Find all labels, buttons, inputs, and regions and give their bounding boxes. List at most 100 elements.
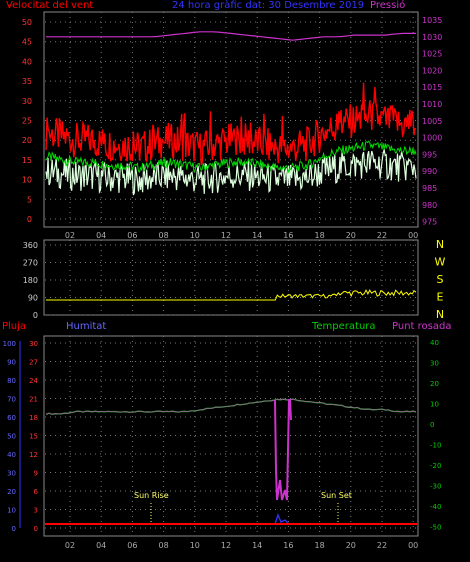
rain-tick-label: 24	[29, 377, 38, 385]
humidity-tick-label: 40	[7, 451, 16, 459]
wind-tick-label: 10	[22, 176, 32, 185]
humidity-tick-label: 20	[7, 488, 16, 496]
dew-point-drop	[274, 399, 292, 501]
x-tick-label: 12	[221, 231, 231, 240]
temperature-tick-label: 20	[430, 380, 439, 388]
x-tick-label: 22	[377, 541, 387, 550]
direction-letter: N	[436, 238, 444, 251]
direction-tick-label: 180	[23, 276, 38, 285]
x-tick-label: 10	[190, 541, 200, 550]
wind-speed-line	[45, 149, 417, 196]
x-tick-label: 22	[377, 231, 387, 240]
wind-tick-label: 0	[27, 215, 32, 224]
humidity-tick-label: 60	[7, 414, 16, 422]
temperature-tick-label: 10	[430, 401, 439, 409]
wind-tick-label: 25	[22, 117, 32, 126]
sunset-label: Sun Set	[321, 491, 352, 500]
direction-letter: W	[435, 256, 446, 269]
humidity-tick-label: 50	[7, 433, 16, 441]
wind-speed-label: Velocitat del vent	[6, 0, 94, 11]
lower-chart-grid	[45, 336, 417, 536]
humidity-tick-label: 100	[3, 340, 16, 348]
wind-tick-label: 45	[22, 38, 32, 47]
pressure-tick-label: 980	[422, 201, 437, 210]
x-tick-label: 08	[159, 541, 169, 550]
temperature-tick-label: 40	[430, 339, 439, 347]
temperature-tick-label: -30	[430, 483, 441, 491]
temperature-tick-label: -40	[430, 503, 441, 511]
wind-series	[45, 31, 417, 196]
rain-tick-label: 27	[29, 359, 38, 367]
rain-tick-label: 18	[29, 414, 38, 422]
x-tick-label: 16	[283, 231, 293, 240]
pressure-tick-label: 1010	[422, 100, 442, 109]
x-tick-label: 18	[315, 541, 325, 550]
temperature-tick-label: -20	[430, 462, 441, 470]
humidity-tick-label: 10	[7, 507, 16, 515]
humidity-tick-label: 90	[7, 359, 16, 367]
wind-tick-label: 5	[27, 195, 32, 204]
x-tick-label: 02	[65, 231, 75, 240]
x-tick-label: 04	[96, 231, 106, 240]
wind-x-ticks: 02 04 06 08 10 12 14 16 18 20 22 00	[65, 231, 418, 240]
rain-tick-label: 3	[34, 507, 38, 515]
pressure-tick-label: 1015	[422, 83, 442, 92]
pressure-tick-label: 995	[422, 150, 437, 159]
wind-gust-line	[45, 82, 417, 166]
direction-tick-label: 90	[28, 294, 38, 303]
x-tick-label: 06	[127, 231, 137, 240]
x-tick-label: 10	[190, 231, 200, 240]
x-tick-label: 18	[315, 231, 325, 240]
x-tick-label: 14	[252, 541, 262, 550]
wind-tick-label: 15	[22, 156, 32, 165]
x-tick-label: 16	[283, 541, 293, 550]
direction-chart-grid	[45, 240, 417, 316]
punt-rosada-label: Punt rosada	[392, 321, 452, 332]
x-tick-label: 12	[221, 541, 231, 550]
pressure-tick-label: 975	[422, 218, 437, 227]
wind-tick-label: 30	[22, 97, 32, 106]
direction-letter: N	[436, 308, 444, 321]
lower-x-ticks: 02 04 06 08 10 12 14 16 18 20 22 00	[65, 541, 418, 550]
direction-letter: S	[437, 273, 444, 286]
lower-series	[45, 398, 417, 525]
humidity-tick-label: 70	[7, 396, 16, 404]
temperature-tick-label: -50	[430, 524, 441, 532]
rain-tick-label: 6	[34, 488, 39, 496]
temperature-tick-label: 0	[430, 421, 434, 429]
pressure-tick-label: 1030	[422, 33, 442, 42]
direction-chart-frame	[43, 239, 419, 316]
rain-tick-label: 12	[29, 451, 38, 459]
chart-title: 24 hora gràfic dat: 30 Desembre 2019	[172, 0, 365, 11]
humidity-tick-label: 30	[7, 470, 16, 478]
wind-tick-label: 50	[22, 18, 32, 27]
humidity-blip	[274, 513, 290, 525]
direction-tick-label: 0	[33, 311, 38, 320]
pressure-tick-label: 990	[422, 167, 437, 176]
pressure-tick-label: 1025	[422, 50, 442, 59]
x-tick-label: 08	[159, 231, 169, 240]
temperature-tick-label: -10	[430, 442, 441, 450]
pluja-label: Pluja	[2, 321, 27, 332]
dew-point-line	[45, 398, 417, 415]
direction-series	[46, 289, 417, 301]
pressure-tick-label: 1000	[422, 134, 442, 143]
wind-direction-line	[46, 289, 417, 301]
x-tick-label: 20	[346, 541, 356, 550]
pressure-tick-label: 1020	[422, 66, 442, 75]
pressure-tick-label: 1035	[422, 16, 442, 25]
wind-tick-label: 40	[22, 57, 32, 66]
rain-tick-label: 9	[34, 470, 38, 478]
wind-tick-label: 35	[22, 77, 32, 86]
direction-letter: E	[437, 291, 444, 304]
x-tick-label: 02	[65, 541, 75, 550]
humidity-tick-label: 0	[12, 525, 16, 533]
temperature-axis-ticks: 40 30 20 10 0 -10 -20 -30 -40 -50	[430, 339, 441, 532]
x-tick-label: 00	[408, 541, 418, 550]
pressure-line	[46, 31, 416, 41]
rain-tick-label: 30	[29, 340, 38, 348]
